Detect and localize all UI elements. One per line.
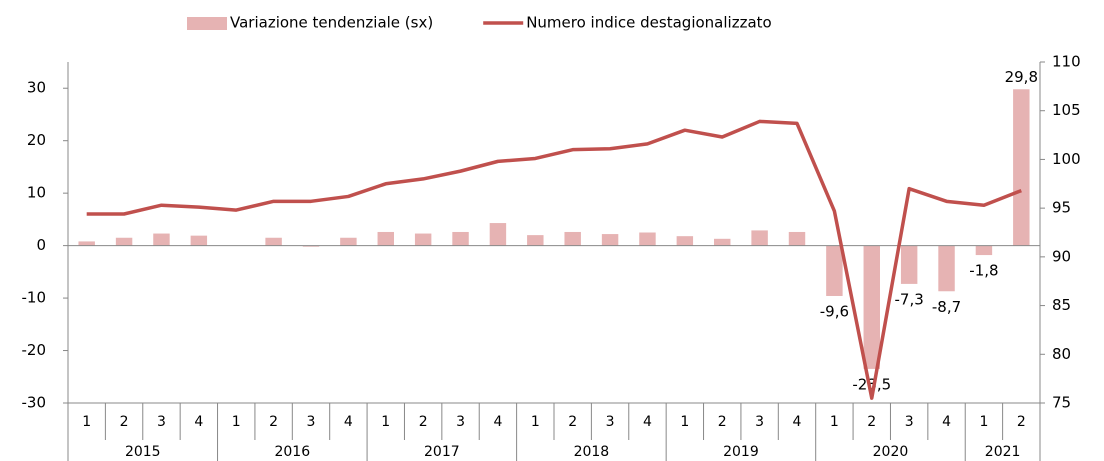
x-tick-label: 4 — [194, 414, 203, 430]
y-tick-label: 30 — [27, 79, 46, 97]
bar — [863, 245, 880, 369]
bar — [639, 232, 656, 246]
x-group-label: 2016 — [274, 444, 310, 460]
x-tick-label: 1 — [232, 414, 241, 430]
bar — [601, 234, 619, 246]
x-group-label: 2021 — [985, 444, 1021, 460]
x-tick-label: 2 — [269, 414, 278, 430]
bar — [153, 233, 170, 246]
value-label: -7,3 — [895, 290, 924, 308]
bar — [938, 245, 955, 292]
x-tick-label: 4 — [942, 414, 951, 430]
y2-tick-label: 105 — [1052, 101, 1081, 119]
bar — [826, 245, 843, 296]
y-tick-label: -10 — [22, 289, 47, 307]
x-tick-label: 2 — [718, 414, 727, 430]
x-group-label: 2017 — [424, 444, 460, 460]
x-tick-label: 3 — [157, 414, 166, 430]
x-tick-label: 1 — [830, 414, 839, 430]
bar — [751, 230, 768, 246]
x-tick-label: 2 — [120, 414, 129, 430]
bar — [564, 231, 581, 246]
x-tick-label: 1 — [381, 414, 390, 430]
bar — [265, 237, 282, 246]
bar — [377, 231, 394, 246]
bar — [414, 233, 432, 246]
x-tick-label: 1 — [531, 414, 540, 430]
bar — [115, 237, 133, 246]
x-tick-label: 2 — [867, 414, 876, 430]
bar — [190, 235, 208, 246]
x-tick-label: 4 — [344, 414, 353, 430]
value-label: -23,5 — [852, 375, 891, 393]
bar — [452, 231, 469, 246]
x-tick-label: 3 — [456, 414, 465, 430]
y2-tick-label: 85 — [1052, 296, 1071, 314]
bar — [78, 241, 95, 246]
x-group-label: 2020 — [873, 444, 909, 460]
value-label: -9,6 — [820, 302, 849, 320]
legend-label: Variazione tendenziale (sx) — [230, 14, 433, 32]
bar — [788, 231, 806, 246]
x-tick-label: 1 — [82, 414, 91, 430]
line — [86, 119, 1022, 400]
y-tick-label: 0 — [36, 236, 46, 254]
y2-tick-label: 80 — [1052, 345, 1071, 363]
y2-tick-label: 90 — [1052, 247, 1071, 265]
bar — [714, 238, 731, 246]
x-tick-label: 4 — [493, 414, 502, 430]
x-tick-label: 1 — [979, 414, 988, 430]
x-group-label: 2018 — [574, 444, 610, 460]
y-tick-label: -30 — [22, 394, 47, 412]
x-tick-label: 4 — [793, 414, 802, 430]
bar — [302, 245, 320, 247]
value-label: -1,8 — [969, 262, 998, 280]
x-tick-label: 3 — [905, 414, 914, 430]
legend-label: Numero indice destagionalizzato — [526, 14, 772, 32]
bar — [975, 245, 993, 256]
x-tick-label: 2 — [1017, 414, 1026, 430]
x-tick-label: 3 — [606, 414, 615, 430]
x-group-label: 2015 — [125, 444, 161, 460]
y-tick-label: -20 — [22, 341, 47, 359]
y2-tick-label: 110 — [1052, 53, 1081, 71]
bar — [489, 223, 507, 246]
y-tick-label: 10 — [27, 184, 46, 202]
bar — [676, 236, 694, 246]
y2-tick-label: 75 — [1052, 394, 1071, 412]
y-tick-label: 20 — [27, 131, 46, 149]
legend-swatch — [187, 17, 227, 30]
bar — [527, 235, 544, 246]
x-tick-label: 2 — [419, 414, 428, 430]
value-label: 29,8 — [1005, 68, 1038, 86]
x-tick-label: 4 — [643, 414, 652, 430]
x-tick-label: 3 — [755, 414, 764, 430]
x-group-label: 2019 — [723, 444, 759, 460]
bar — [340, 237, 357, 246]
bar — [900, 245, 918, 284]
x-tick-label: 1 — [680, 414, 689, 430]
bar — [1013, 89, 1030, 246]
value-label: -8,7 — [932, 298, 961, 316]
y2-tick-label: 95 — [1052, 199, 1071, 217]
x-tick-label: 2 — [568, 414, 577, 430]
x-tick-label: 3 — [307, 414, 316, 430]
y2-tick-label: 100 — [1052, 150, 1081, 168]
